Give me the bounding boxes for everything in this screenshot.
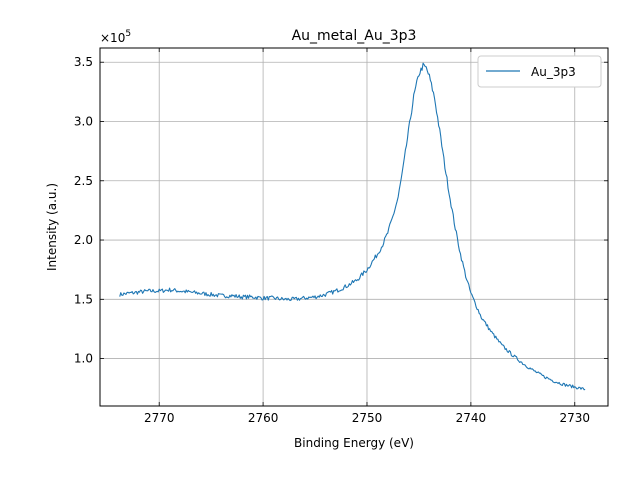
grid-lines [100, 48, 608, 406]
x-tick-label: 2730 [559, 411, 590, 425]
y-tick-label: 3.5 [74, 55, 93, 69]
y-axis-label: Intensity (a.u.) [45, 183, 59, 271]
x-tick-label: 2770 [144, 411, 175, 425]
y-tick-label: 1.5 [74, 292, 93, 306]
x-tick-label: 2740 [456, 411, 487, 425]
y-tick-label: 2.0 [74, 233, 93, 247]
tick-marks [100, 48, 608, 406]
y-offset-base: ×10 [100, 31, 125, 45]
x-axis-label: Binding Energy (eV) [294, 436, 414, 450]
tick-labels: 2770 2760 2750 2740 2730 1.0 1.5 2.0 2.5 3.0 3.5 [74, 55, 590, 425]
y-tick-label: 3.0 [74, 114, 93, 128]
y-tick-label: 2.5 [74, 174, 93, 188]
y-offset-label: ×105 [100, 29, 131, 45]
x-tick-label: 2750 [352, 411, 383, 425]
legend-label-au-3p3: Au_3p3 [531, 65, 576, 79]
legend-box [477, 55, 602, 88]
series-line-au-3p3 [119, 62, 586, 391]
chart-title: Au_metal_Au_3p3 [292, 28, 417, 44]
y-offset-exponent: 5 [125, 29, 131, 39]
series-layer [119, 62, 586, 391]
x-tick-label: 2760 [248, 411, 279, 425]
plot-frame [99, 47, 609, 407]
legend: Au_3p3 [477, 55, 602, 88]
y-tick-label: 1.0 [74, 352, 93, 366]
